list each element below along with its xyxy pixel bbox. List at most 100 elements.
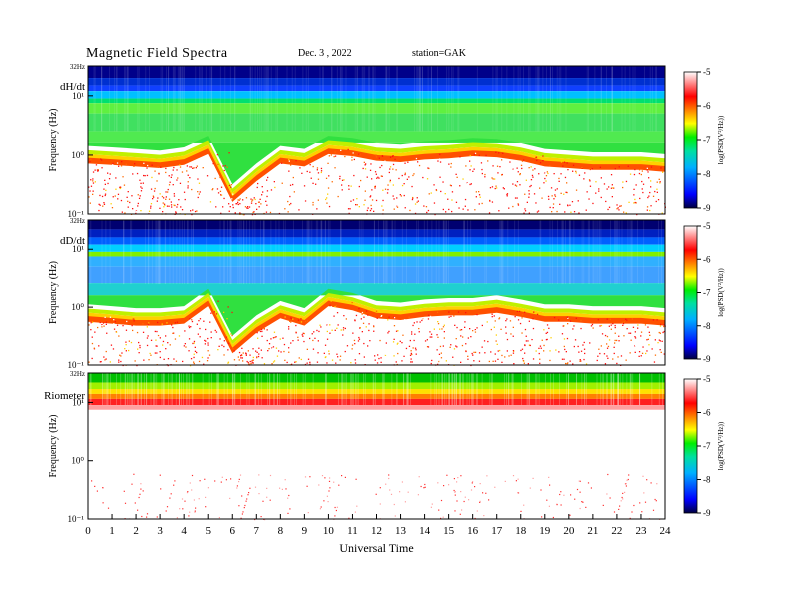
- noise-pixel: [198, 175, 200, 177]
- noise-pixel: [554, 194, 556, 196]
- noise-pixel: [550, 337, 552, 339]
- noise-pixel: [287, 211, 289, 213]
- noise-pixel: [243, 507, 245, 509]
- noise-pixel: [496, 165, 499, 167]
- noise-pixel: [410, 352, 412, 355]
- noise-pixel: [301, 172, 303, 174]
- power-contour: [88, 297, 665, 349]
- noise-pixel: [198, 498, 200, 500]
- noise-pixel: [283, 343, 286, 346]
- noise-pixel: [134, 360, 136, 362]
- noise-pixel: [187, 174, 189, 176]
- noise-pixel: [151, 164, 153, 166]
- noise-pixel: [189, 482, 191, 484]
- noise-pixel: [440, 517, 442, 519]
- noise-pixel: [258, 347, 260, 349]
- noise-pixel: [388, 316, 390, 318]
- panel-frame: [87, 65, 666, 215]
- noise-pixel: [191, 188, 193, 191]
- noise-pixel: [598, 188, 600, 190]
- noise-pixel: [456, 158, 458, 160]
- noise-pixel: [153, 190, 156, 192]
- noise-pixel: [324, 344, 327, 346]
- noise-pixel: [375, 493, 377, 495]
- noise-pixel: [600, 340, 603, 342]
- spectral-band: [88, 78, 665, 86]
- noise-pixel: [468, 499, 470, 501]
- noise-pixel: [326, 362, 328, 364]
- spectral-band: [88, 131, 665, 143]
- noise-pixel: [180, 206, 182, 208]
- noise-pixel: [487, 160, 489, 162]
- noise-pixel: [301, 334, 303, 336]
- noise-pixel: [442, 345, 444, 347]
- noise-pixel: [565, 191, 567, 193]
- noise-pixel: [204, 343, 206, 345]
- spectral-band: [88, 251, 665, 257]
- noise-pixel: [622, 324, 624, 326]
- noise-pixel: [659, 332, 661, 334]
- noise-pixel: [170, 204, 173, 206]
- noise-pixel: [588, 346, 590, 348]
- noise-pixel: [388, 171, 390, 174]
- noise-pixel: [505, 332, 507, 334]
- noise-pixel: [192, 167, 194, 169]
- noise-pixel: [517, 203, 519, 205]
- x-tick-label: 15: [443, 525, 455, 537]
- noise-pixel: [547, 195, 550, 198]
- x-tick-label: 2: [133, 525, 139, 537]
- noise-pixel: [157, 197, 159, 199]
- noise-pixel: [292, 176, 294, 179]
- noise-pixel: [606, 347, 609, 349]
- noise-pixel: [140, 182, 142, 184]
- noise-pixel: [148, 322, 150, 324]
- noise-pixel: [605, 200, 607, 203]
- x-tick-label: 7: [254, 525, 260, 537]
- noise-pixel: [288, 494, 290, 497]
- noise-pixel: [386, 183, 388, 185]
- noise-pixel: [357, 340, 360, 342]
- noise-pixel: [439, 161, 442, 163]
- noise-pixel: [415, 353, 417, 355]
- noise-pixel: [92, 182, 95, 184]
- noise-pixel: [560, 173, 562, 175]
- noise-pixel: [445, 211, 447, 213]
- noise-pixel: [137, 363, 139, 365]
- transition-band: [88, 288, 665, 336]
- noise-pixel: [245, 500, 247, 502]
- noise-pixel: [505, 177, 507, 179]
- noise-pixel: [476, 210, 479, 212]
- noise-pixel: [347, 208, 350, 210]
- noise-pixel: [402, 334, 404, 336]
- noise-pixel: [182, 508, 184, 510]
- noise-pixel: [130, 355, 133, 357]
- x-tick-label: 6: [230, 525, 236, 537]
- noise-pixel: [663, 330, 665, 333]
- noise-pixel: [654, 339, 656, 341]
- x-tick-label: 5: [205, 525, 211, 537]
- noise-pixel: [448, 169, 450, 171]
- transition-band: [88, 136, 665, 185]
- noise-pixel: [509, 320, 512, 322]
- noise-pixel: [552, 203, 555, 205]
- noise-pixel: [661, 212, 663, 214]
- noise-pixel: [209, 321, 211, 323]
- x-tick-label: 0: [85, 525, 91, 537]
- noise-pixel: [367, 314, 369, 316]
- noise-pixel: [110, 203, 112, 205]
- noise-pixel: [163, 358, 165, 360]
- noise-pixel: [181, 498, 184, 500]
- noise-pixel: [240, 357, 242, 359]
- noise-pixel: [617, 207, 619, 209]
- noise-pixel: [393, 316, 395, 318]
- noise-pixel: [351, 348, 353, 350]
- noise-pixel: [354, 343, 356, 345]
- noise-pixel: [401, 481, 403, 483]
- noise-pixel: [536, 313, 539, 315]
- noise-pixel: [573, 325, 575, 327]
- noise-pixel: [427, 318, 430, 320]
- noise-pixel: [577, 200, 579, 202]
- noise-pixel: [220, 194, 222, 196]
- noise-pixel: [478, 194, 481, 196]
- noise-pixel: [103, 325, 105, 327]
